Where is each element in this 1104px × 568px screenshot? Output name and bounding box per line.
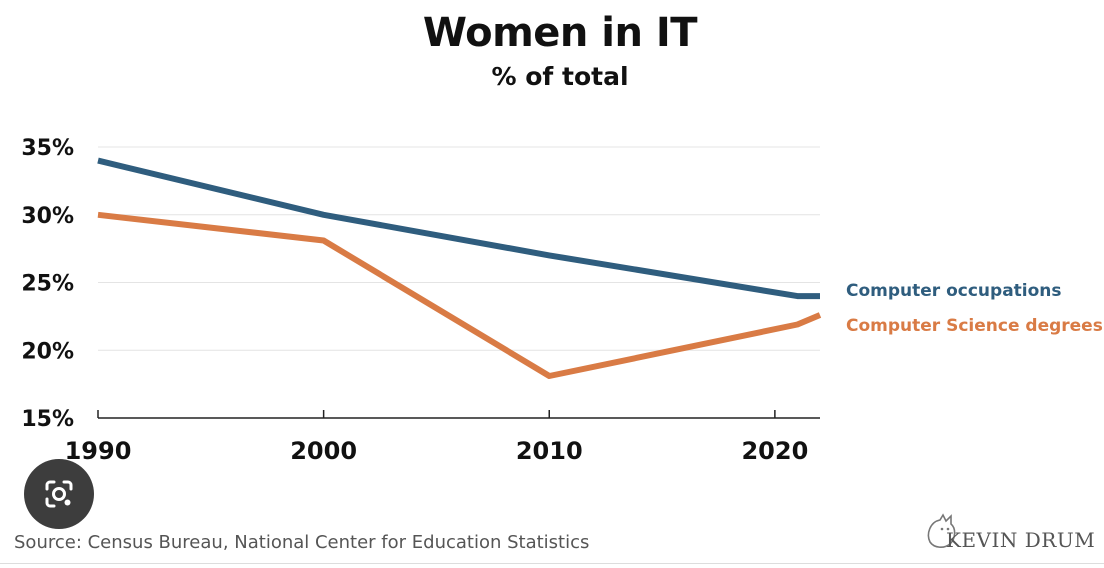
x-tick-label: 2010 bbox=[516, 437, 583, 465]
series-lines bbox=[97, 157, 822, 379]
lens-camera-button[interactable] bbox=[24, 459, 94, 529]
y-tick-label: 30% bbox=[21, 204, 74, 229]
y-tick-label: 35% bbox=[21, 136, 74, 161]
source-note: Source: Census Bureau, National Center f… bbox=[14, 532, 590, 553]
x-tick-label: 2020 bbox=[741, 437, 808, 465]
legend-label: Computer Science degrees bbox=[846, 316, 1103, 336]
series-line-computer-occupations bbox=[97, 157, 820, 300]
chart-title: Women in IT bbox=[422, 10, 698, 56]
chart-subtitle: % of total bbox=[491, 62, 629, 91]
bottom-divider bbox=[0, 563, 1104, 564]
y-tick-label: 15% bbox=[21, 407, 74, 432]
x-axis: 1990 2000 2010 2020 bbox=[65, 410, 820, 465]
legend: Computer occupations Computer Science deg… bbox=[846, 281, 1103, 336]
y-axis: 15% 20% 25% 30% 35% bbox=[21, 136, 74, 432]
brand-logo: KEVIN DRUM bbox=[924, 512, 1104, 552]
y-tick-label: 25% bbox=[21, 272, 74, 297]
lens-camera-icon bbox=[45, 480, 73, 508]
x-tick-label: 1990 bbox=[65, 437, 132, 465]
series-line-computer-science-degrees bbox=[97, 211, 822, 379]
x-tick-label: 2000 bbox=[290, 437, 357, 465]
y-tick-label: 20% bbox=[21, 339, 74, 364]
cat-icon bbox=[927, 513, 956, 548]
brand-name: KEVIN DRUM bbox=[946, 528, 1096, 552]
legend-label: Computer occupations bbox=[846, 281, 1062, 301]
